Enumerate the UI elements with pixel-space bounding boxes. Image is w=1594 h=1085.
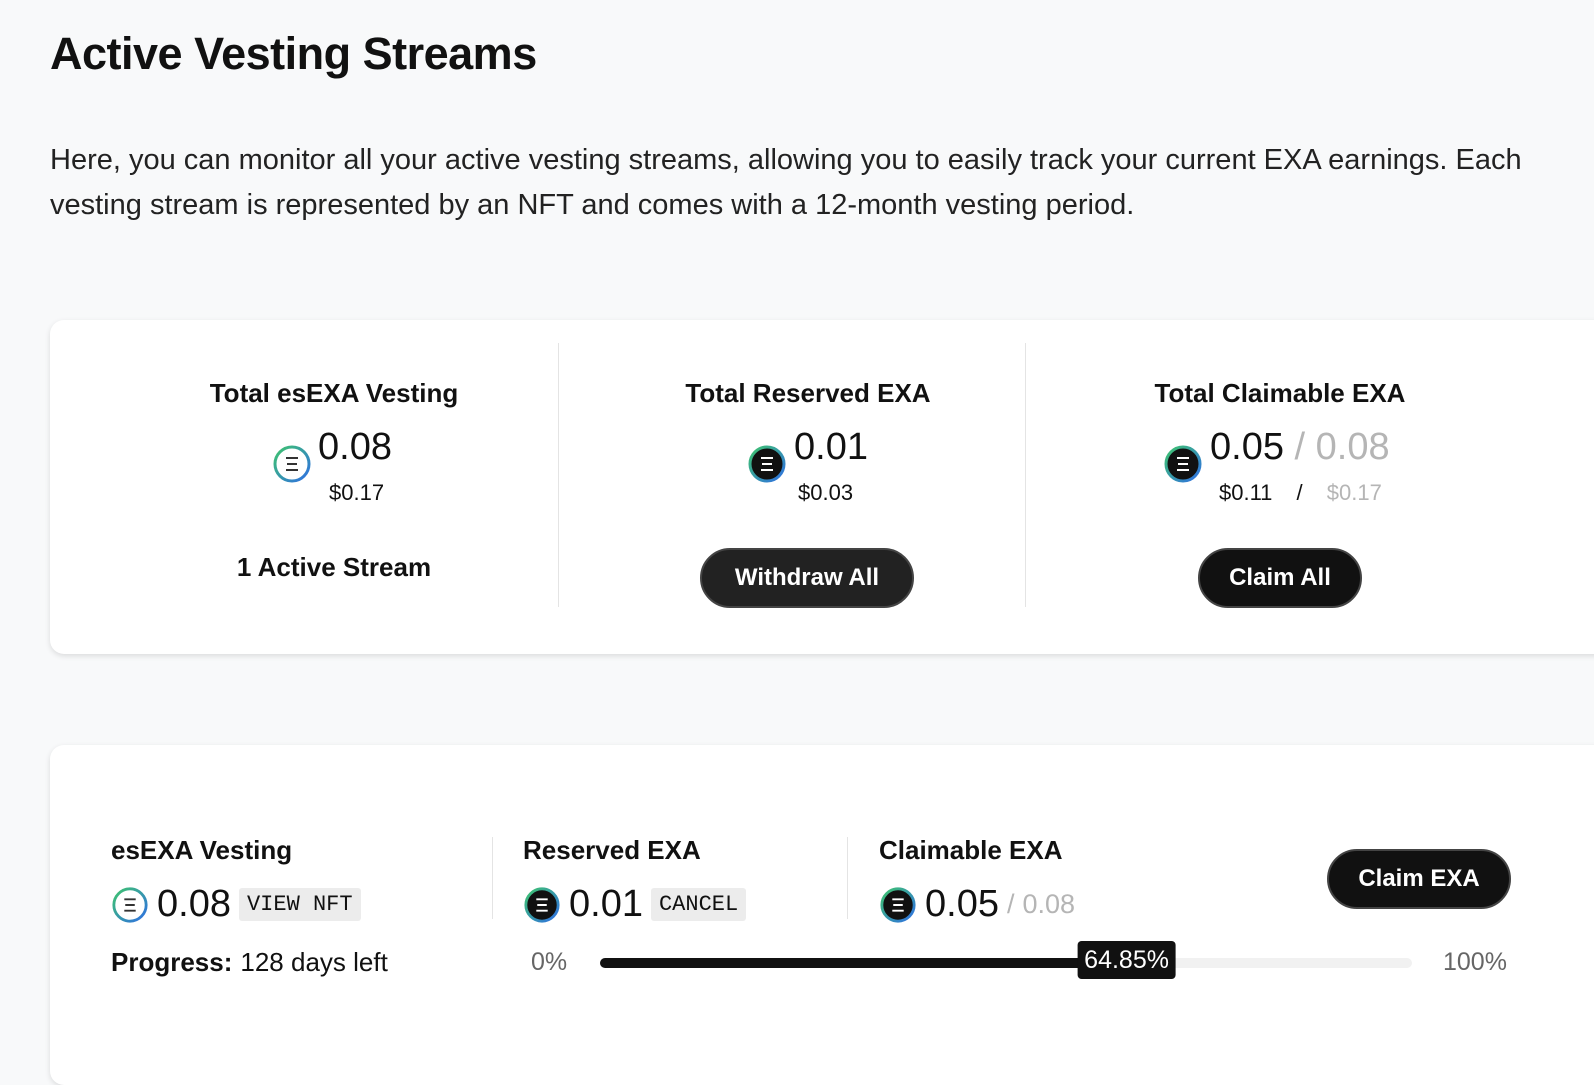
reserved-row: 0.01 CANCEL xyxy=(523,883,747,926)
claim-exa-button[interactable]: Claim EXA xyxy=(1327,849,1511,909)
vesting-label: esEXA Vesting xyxy=(111,835,293,865)
amount: 0.05 xyxy=(925,883,999,925)
scale-end: 100% xyxy=(1443,948,1507,976)
amount: 0.01 xyxy=(794,426,868,468)
divider xyxy=(847,837,848,919)
usd-total: $0.17 xyxy=(1326,480,1382,505)
exa-icon xyxy=(879,886,917,924)
claimable-label: Claimable EXA xyxy=(879,835,1063,865)
progress-label: Progress: xyxy=(111,947,233,977)
separator: / xyxy=(1294,426,1306,468)
view-nft-button[interactable]: VIEW NFT xyxy=(238,888,361,921)
page: Active Vesting Streams Here, you can mon… xyxy=(50,28,1594,979)
scale-start: 0% xyxy=(531,948,568,976)
divider xyxy=(558,343,559,607)
claimable-row: 0.05 / 0.08 xyxy=(879,883,1075,926)
progress-fill xyxy=(600,958,1127,968)
active-streams: 1 Active Stream xyxy=(236,552,432,582)
cancel-button[interactable]: CANCEL xyxy=(650,888,747,921)
summary-card: Total esEXA Vesting 0.08 $0.17 1 Active … xyxy=(50,320,1594,654)
progress-track: 64.85% xyxy=(600,941,1412,979)
progress-info: Progress: 128 days left xyxy=(111,947,388,978)
label: Total esEXA Vesting xyxy=(209,378,459,408)
exa-icon xyxy=(747,444,787,484)
page-description: Here, you can monitor all your active ve… xyxy=(50,144,1522,221)
separator: / xyxy=(1296,480,1303,505)
vesting-row: 0.08 VIEW NFT xyxy=(111,883,361,926)
divider xyxy=(1025,343,1026,607)
amount: 0.01 xyxy=(569,883,643,925)
withdraw-all-button[interactable]: Withdraw All xyxy=(700,548,914,608)
amount-total: 0.08 xyxy=(1315,426,1390,468)
exa-icon xyxy=(523,886,561,924)
progress-value: 64.85% xyxy=(1077,941,1176,979)
usd: $0.11 xyxy=(1219,480,1273,505)
label: Total Claimable EXA xyxy=(1154,378,1406,408)
usd-row: $0.11 / $0.17 xyxy=(1219,480,1382,506)
amount: 0.05 xyxy=(1210,426,1284,468)
exa-icon xyxy=(1163,444,1203,484)
amount: 0.08 xyxy=(157,883,231,925)
amount-total: 0.08 xyxy=(1022,889,1076,919)
amount-row: 0.05 / 0.08 xyxy=(1210,426,1390,469)
divider xyxy=(492,837,493,919)
page-title: Active Vesting Streams xyxy=(50,28,537,79)
reserved-label: Reserved EXA xyxy=(523,835,701,865)
esexa-icon xyxy=(272,444,312,484)
usd: $0.03 xyxy=(798,480,854,505)
usd: $0.17 xyxy=(329,480,385,505)
claim-all-button[interactable]: Claim All xyxy=(1198,548,1362,608)
stream-card: esEXA Vesting 0.08 VIEW NFT Reserved EXA… xyxy=(50,745,1594,1085)
esexa-icon xyxy=(111,886,149,924)
amount: 0.08 xyxy=(318,426,392,468)
remaining: 128 days left xyxy=(240,947,388,977)
separator: / xyxy=(1006,889,1015,919)
label: Total Reserved EXA xyxy=(685,378,931,408)
